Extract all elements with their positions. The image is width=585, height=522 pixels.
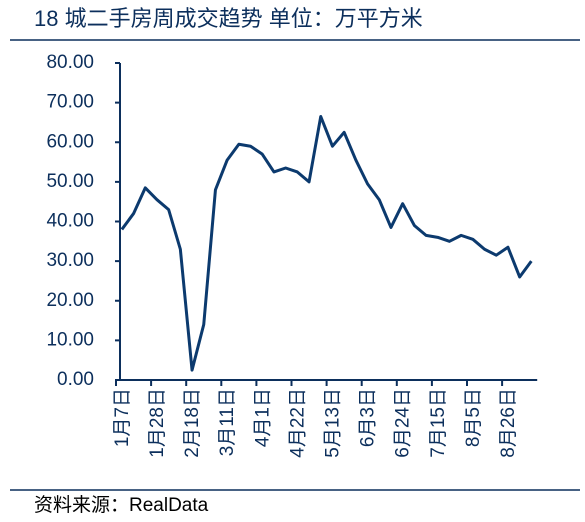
y-tick-label: 20.00 <box>46 290 94 311</box>
x-tick-label: 6月3日 <box>358 388 379 447</box>
source-note: 资料来源：RealData <box>34 494 209 516</box>
chart-title: 18 城二手房周成交趋势 单位：万平方米 <box>34 6 423 31</box>
y-tick-label: 0.00 <box>57 369 94 390</box>
x-tick-label: 5月13日 <box>322 388 343 458</box>
x-tick-label: 8月5日 <box>463 388 484 447</box>
series-line <box>120 114 533 372</box>
y-tick-label: 50.00 <box>46 171 94 192</box>
x-tick-label: 4月22日 <box>287 388 308 458</box>
x-tick-label: 2月18日 <box>182 388 203 458</box>
x-tick-label: 7月15日 <box>428 388 449 458</box>
y-tick-label: 10.00 <box>46 329 94 350</box>
x-tick-label: 1月28日 <box>147 388 168 458</box>
x-tick-label: 1月7日 <box>112 388 133 447</box>
x-tick-label: 6月24日 <box>393 388 414 458</box>
y-tick-label: 40.00 <box>46 211 94 232</box>
x-tick-label: 4月1日 <box>252 388 273 447</box>
y-tick-label: 70.00 <box>46 92 94 113</box>
y-tick-label: 30.00 <box>46 250 94 271</box>
x-tick-label: 3月11日 <box>217 388 238 456</box>
y-tick-label: 80.00 <box>46 52 94 73</box>
x-tick-label: 8月26日 <box>498 388 519 458</box>
y-tick-label: 60.00 <box>46 131 94 152</box>
